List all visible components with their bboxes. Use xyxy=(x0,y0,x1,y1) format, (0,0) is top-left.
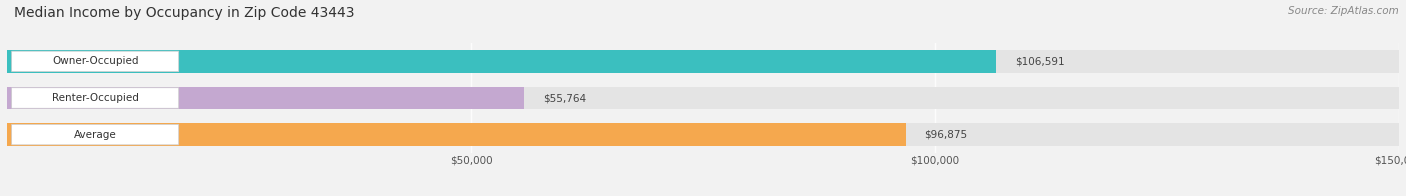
FancyBboxPatch shape xyxy=(11,88,179,108)
Text: Owner-Occupied: Owner-Occupied xyxy=(52,56,138,66)
Bar xyxy=(7,50,1399,73)
FancyBboxPatch shape xyxy=(11,51,179,72)
Bar xyxy=(7,87,524,109)
Text: Median Income by Occupancy in Zip Code 43443: Median Income by Occupancy in Zip Code 4… xyxy=(14,6,354,20)
FancyBboxPatch shape xyxy=(11,124,179,145)
Bar xyxy=(7,123,905,146)
Text: Source: ZipAtlas.com: Source: ZipAtlas.com xyxy=(1288,6,1399,16)
Text: $55,764: $55,764 xyxy=(543,93,586,103)
Bar xyxy=(7,87,1399,109)
Text: Average: Average xyxy=(73,130,117,140)
Bar xyxy=(7,123,1399,146)
Bar xyxy=(7,50,997,73)
Text: Renter-Occupied: Renter-Occupied xyxy=(52,93,139,103)
Text: $106,591: $106,591 xyxy=(1015,56,1064,66)
Text: $96,875: $96,875 xyxy=(925,130,967,140)
